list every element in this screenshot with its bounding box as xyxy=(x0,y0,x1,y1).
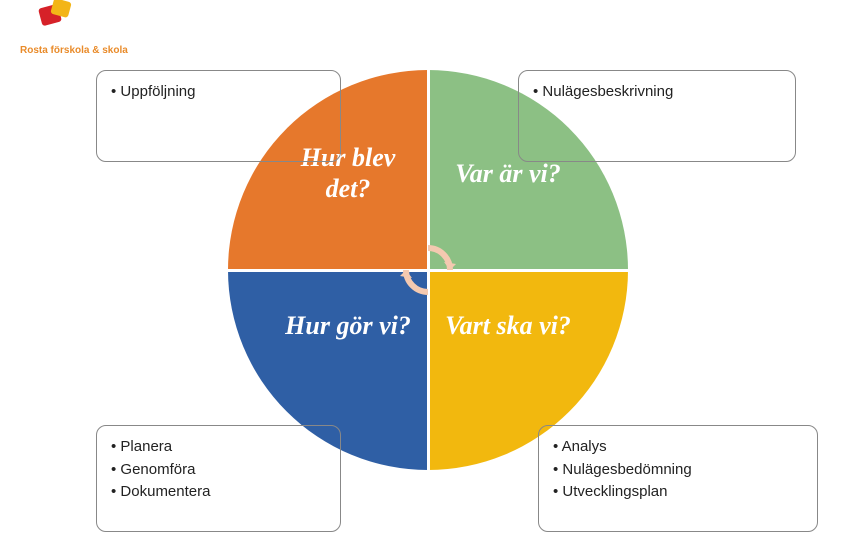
bullet-item: Utvecklingsplan xyxy=(553,481,803,504)
puzzle-icon xyxy=(20,0,90,40)
label-var-ar-vi: Var är vi? xyxy=(438,158,578,189)
bullet-item: Analys xyxy=(553,436,803,459)
bullet-item: Planera xyxy=(111,436,326,459)
bullet-item: Uppföljning xyxy=(111,81,326,104)
box-planera: PlaneraGenomföraDokumentera xyxy=(96,425,341,532)
logo: Rosta förskola & skola xyxy=(20,0,128,56)
bullet-item: Nulägesbedömning xyxy=(553,459,803,482)
label-vart-ska-vi: Vart ska vi? xyxy=(438,310,578,341)
cycle-arrows-icon xyxy=(398,240,458,300)
bullet-item: Nulägesbeskrivning xyxy=(533,81,781,104)
box-uppfoljning: Uppföljning xyxy=(96,70,341,162)
label-hur-gor-vi: Hur gör vi? xyxy=(278,310,418,341)
bullet-item: Dokumentera xyxy=(111,481,326,504)
bullet-item: Genomföra xyxy=(111,459,326,482)
box-analys: AnalysNulägesbedömningUtvecklingsplan xyxy=(538,425,818,532)
logo-text: Rosta förskola & skola xyxy=(20,45,128,56)
box-nulagesbeskrivning: Nulägesbeskrivning xyxy=(518,70,796,162)
